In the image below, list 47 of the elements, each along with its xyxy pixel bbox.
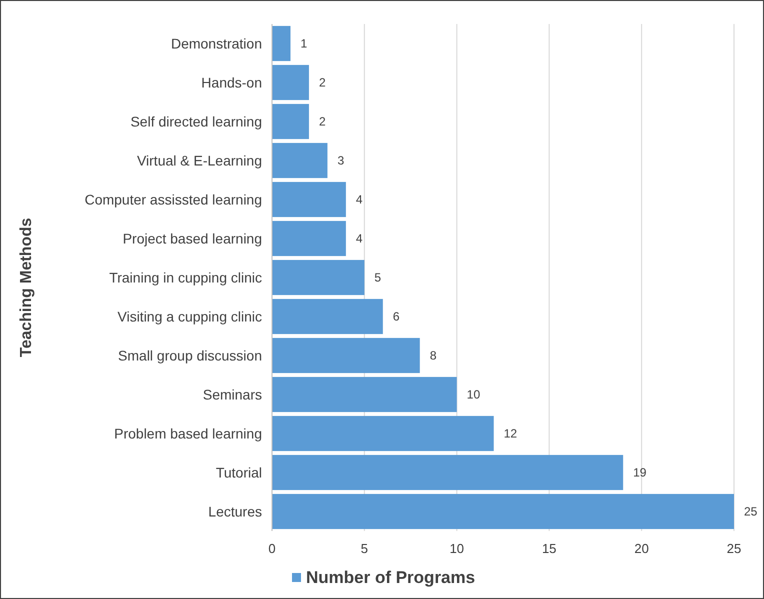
y-axis-title: Teaching Methods <box>18 218 35 358</box>
bar <box>272 220 346 256</box>
data-label: 4 <box>356 192 363 206</box>
data-label: 12 <box>504 426 518 440</box>
y-tick-label: Self directed learning <box>130 114 262 130</box>
bar <box>272 338 420 374</box>
data-label: 4 <box>356 232 363 246</box>
y-tick-label: Demonstration <box>170 36 262 52</box>
y-tick-label: Virtual & E-Learning <box>136 152 262 168</box>
data-label: 2 <box>318 76 326 90</box>
data-label: 19 <box>633 466 647 480</box>
bar <box>272 104 309 140</box>
bar <box>272 182 346 218</box>
y-tick-label: Seminars <box>202 386 262 402</box>
y-tick-label: Tutorial <box>216 464 262 480</box>
bar <box>272 26 290 62</box>
y-tick-label: Small group discussion <box>118 348 262 364</box>
x-tick-label: 0 <box>268 541 276 556</box>
data-label: 5 <box>374 270 382 284</box>
bar <box>272 64 309 100</box>
x-tick-label: 25 <box>726 541 742 556</box>
data-label: 2 <box>318 114 326 128</box>
bar <box>272 260 364 296</box>
x-tick-label: 10 <box>450 541 464 556</box>
bar <box>272 454 624 490</box>
y-tick-label: Lectures <box>208 504 262 520</box>
data-label: 1 <box>300 36 308 50</box>
bar <box>272 416 494 452</box>
y-tick-label: Problem based learning <box>114 426 262 442</box>
y-tick-label: Hands-on <box>201 74 262 90</box>
bar <box>272 142 328 178</box>
y-tick-label: Computer assissted learning <box>84 192 262 208</box>
x-tick-label: 15 <box>542 541 556 556</box>
bar <box>272 376 457 412</box>
bar <box>272 298 383 334</box>
data-label: 25 <box>744 504 758 518</box>
y-tick-label: Project based learning <box>122 230 262 246</box>
x-tick-label: 5 <box>360 541 368 556</box>
data-label: 6 <box>392 310 400 324</box>
y-tick-label: Visiting a cupping clinic <box>118 308 262 324</box>
x-tick-label: 20 <box>634 541 649 556</box>
data-label: 3 <box>337 154 344 168</box>
y-tick-label: Training in cupping clinic <box>109 270 262 286</box>
data-label: 8 <box>430 348 437 362</box>
data-label: 10 <box>466 388 480 402</box>
legend-label: Number of Programs <box>306 568 476 587</box>
bar <box>272 494 734 530</box>
